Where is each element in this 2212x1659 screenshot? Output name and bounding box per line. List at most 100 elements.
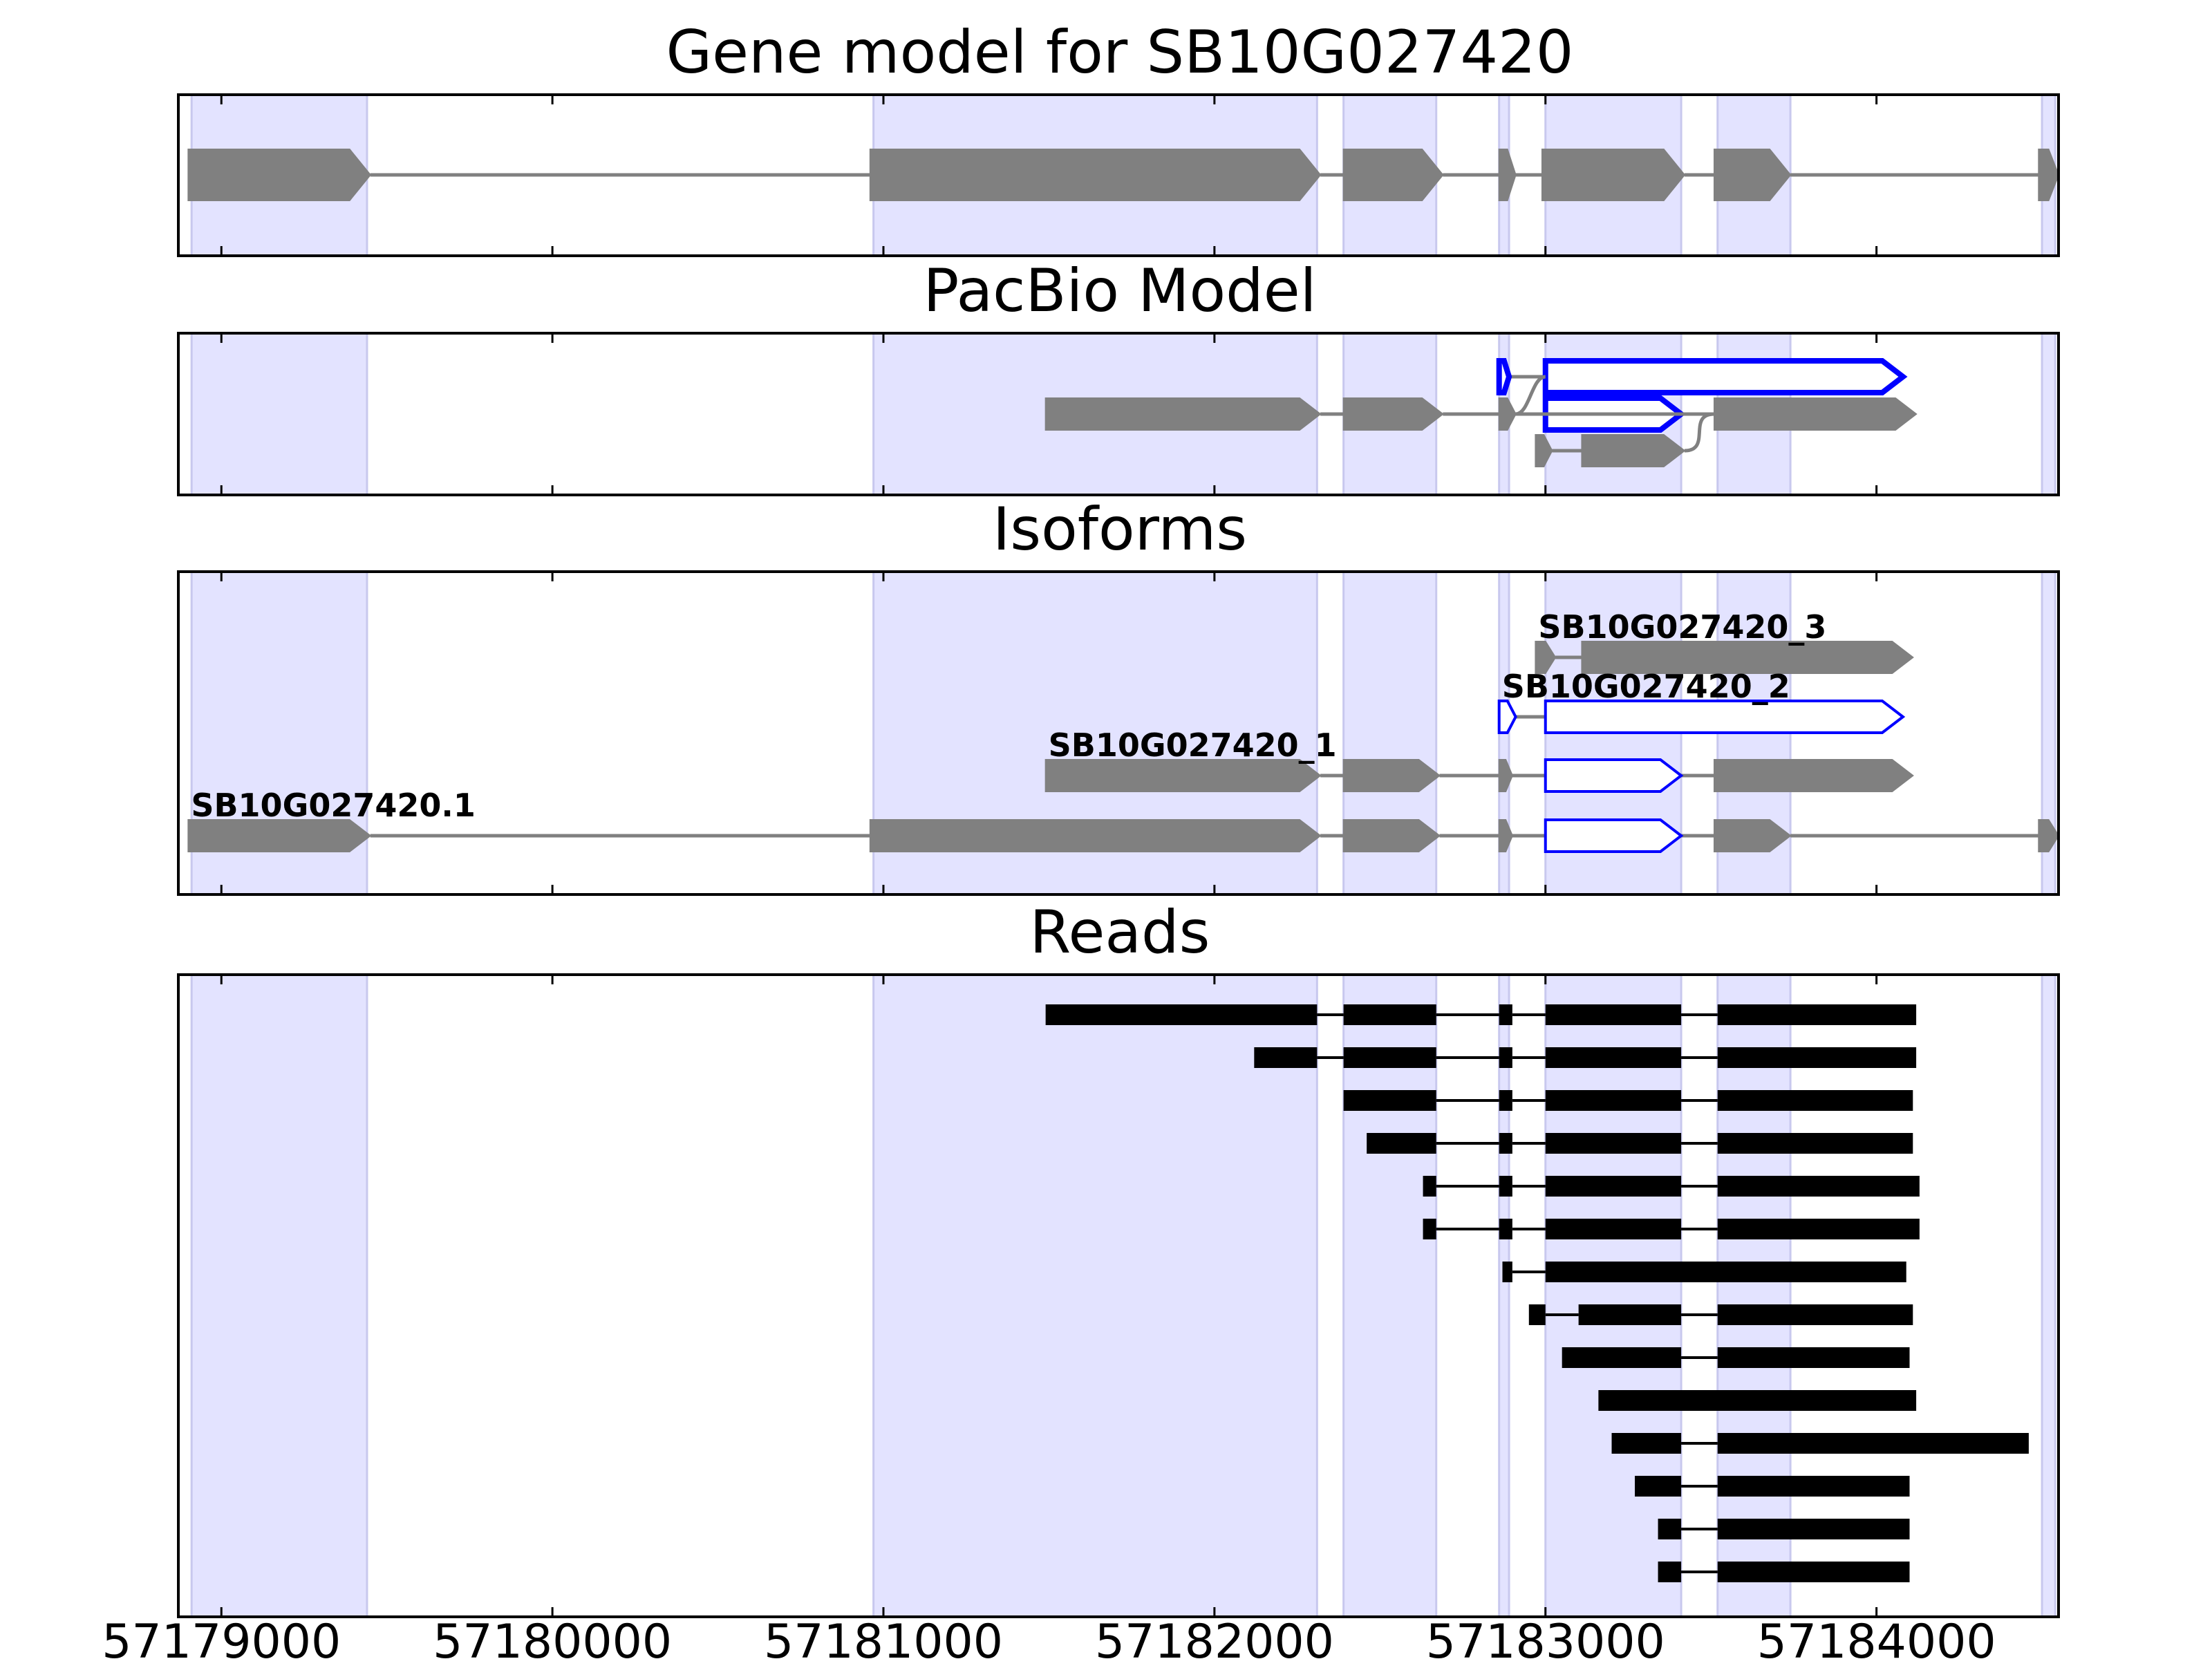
junction-curve — [1684, 412, 1715, 453]
panel-title-reads: Reads — [1030, 898, 1210, 967]
panel-frame — [177, 332, 2060, 496]
exon-block — [1581, 641, 1914, 674]
read-block — [1367, 1133, 1436, 1154]
panel-title-isoforms: Isoforms — [993, 495, 1247, 564]
shaded-exon-region — [1544, 973, 1683, 1618]
read-block — [1343, 1090, 1436, 1111]
read-row — [1423, 1176, 1920, 1197]
read-row — [1562, 1347, 1910, 1368]
transcript-row — [1535, 434, 1686, 467]
shaded-exon-region — [1716, 973, 1792, 1618]
junction-curves — [1515, 375, 1715, 453]
panel-frame — [177, 570, 2060, 896]
shaded-exon-region — [190, 973, 368, 1618]
read-block — [1717, 1433, 2029, 1454]
exon-block — [1713, 149, 1792, 201]
exon-highlight — [1544, 700, 1906, 734]
panel-frame — [177, 973, 2060, 1618]
exon-block — [2038, 819, 2060, 852]
exon-block — [1342, 819, 1441, 852]
exon-block — [869, 819, 1322, 852]
panel-isoforms: SB10G027420_3 SB10G027420_2 SB10G027420_1 S… — [177, 570, 2060, 896]
exon-block — [1713, 819, 1792, 852]
shaded-exon-region — [1498, 973, 1510, 1618]
read-block — [1717, 1519, 1910, 1539]
read-block — [1598, 1390, 1917, 1411]
exon-block — [1713, 397, 1918, 431]
exon-block — [1498, 397, 1517, 431]
read-block — [1717, 1004, 1917, 1025]
read-block — [1717, 1304, 1913, 1325]
read-block — [1499, 1047, 1512, 1068]
exon-highlight — [1544, 818, 1684, 853]
exon-block — [1342, 397, 1444, 431]
exon-block — [1498, 759, 1513, 792]
panel-title-gene-model: Gene model for SB10G027420 — [666, 18, 1574, 87]
exon-highlight — [1542, 358, 1908, 395]
read-block — [1423, 1176, 1436, 1197]
read-row — [1658, 1519, 1910, 1539]
shaded-exon-region — [872, 973, 1318, 1618]
exon-block — [1713, 759, 1914, 792]
isoform-label: SB10G027420.1 — [191, 787, 475, 824]
read-row — [1254, 1047, 1917, 1068]
read-block — [1499, 1133, 1512, 1154]
read-block — [1545, 1047, 1682, 1068]
exon-block — [869, 149, 1322, 201]
read-block — [1502, 1262, 1512, 1282]
exon-highlight — [1544, 758, 1684, 793]
transcript-row: SB10G027420_3 — [1535, 608, 1914, 674]
read-block — [1717, 1476, 1910, 1497]
read-block — [1717, 1347, 1910, 1368]
read-block — [1635, 1476, 1682, 1497]
read-row — [1343, 1090, 1913, 1111]
junction-curve — [1515, 375, 1546, 416]
read-block — [1717, 1219, 1920, 1239]
transcript-row: SB10G027420_1 — [1044, 727, 1914, 793]
panel-title-pacbio-model: PacBio Model — [923, 256, 1316, 326]
x-tick-label: 57180000 — [433, 1615, 672, 1659]
read-block — [1658, 1519, 1682, 1539]
exon-block — [1498, 149, 1517, 201]
read-block — [1545, 1262, 1906, 1282]
read-block — [1545, 1219, 1682, 1239]
isoform-label: SB10G027420_2 — [1502, 668, 1790, 705]
shaded-exon-region — [2041, 332, 2056, 496]
exon-block — [1044, 397, 1322, 431]
read-block — [1499, 1176, 1512, 1197]
read-block — [1578, 1304, 1682, 1325]
read-row — [1598, 1390, 1917, 1411]
read-block — [1717, 1176, 1920, 1197]
panel-gene-model — [177, 93, 2060, 257]
read-block — [1717, 1133, 1913, 1154]
isoform-label: SB10G027420_3 — [1538, 608, 1826, 646]
transcript-row — [187, 149, 2060, 201]
read-block — [1717, 1090, 1913, 1111]
read-block — [1499, 1219, 1512, 1239]
panel-reads — [177, 973, 2060, 1618]
exon-block — [187, 819, 372, 852]
read-block — [1545, 1133, 1682, 1154]
read-block — [1562, 1347, 1682, 1368]
x-tick-label: 57183000 — [1426, 1615, 1665, 1659]
exon-block — [2038, 149, 2060, 201]
read-row — [1635, 1476, 1910, 1497]
read-block — [1254, 1047, 1318, 1068]
read-block — [1343, 1004, 1436, 1025]
shaded-exon-region — [2041, 973, 2056, 1618]
read-block — [1499, 1004, 1512, 1025]
read-row — [1423, 1219, 1920, 1239]
read-block — [1658, 1562, 1682, 1582]
read-row — [1658, 1562, 1910, 1582]
transcript-row: SB10G027420_2 — [1497, 668, 1906, 734]
read-block — [1545, 1004, 1682, 1025]
exon-block — [1044, 759, 1322, 792]
read-row — [1367, 1133, 1913, 1154]
exon-block — [1535, 641, 1557, 674]
exon-block — [1498, 819, 1513, 852]
x-tick-label: 57182000 — [1095, 1615, 1334, 1659]
transcript-row: SB10G027420.1 — [187, 787, 2060, 853]
read-block — [1045, 1004, 1318, 1025]
read-block — [1545, 1176, 1682, 1197]
